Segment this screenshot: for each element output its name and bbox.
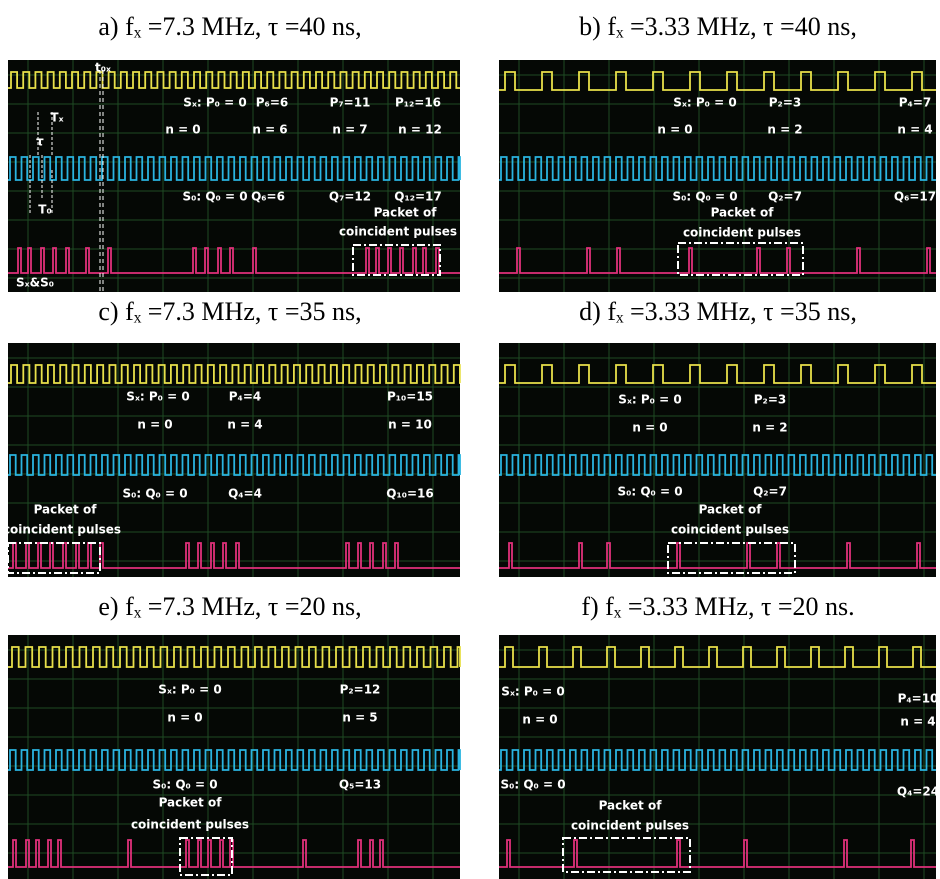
caption: a) fₓ =7.3 MHz, τ =40 ns, xyxy=(98,12,361,41)
label: Q₁₂=17 xyxy=(394,190,441,204)
label: Q₆=17 xyxy=(894,190,936,204)
label: τ xyxy=(36,135,44,149)
label: n = 0 xyxy=(657,123,692,137)
label: Packet of xyxy=(699,503,763,517)
label: T₀ xyxy=(38,203,51,217)
label: n = 10 xyxy=(388,418,432,432)
panel: f) fₓ =3.33 MHz, τ =20 ns. Sₓ: P₀ = 0 P₄=1… xyxy=(499,592,939,879)
label: n = 12 xyxy=(398,123,442,137)
label: S₀: Q₀ = 0 xyxy=(617,485,682,499)
label: n = 6 xyxy=(252,123,287,137)
label: Packet of xyxy=(599,799,663,813)
label: n = 4 xyxy=(900,715,935,729)
panel: a) fₓ =7.3 MHz, τ =40 ns, t₀ₓ Tₓτ T₀ Sₓ: P₀ … xyxy=(8,12,460,292)
panel: c) fₓ =7.3 MHz, τ =35 ns, Sₓ: P₀ = 0 P₄=4 P… xyxy=(3,297,460,577)
label: Tₓ xyxy=(50,111,63,125)
label: coincident pulses xyxy=(3,523,121,537)
label: P₁₀=15 xyxy=(387,390,433,404)
label: n = 0 xyxy=(167,711,202,725)
label: P₇=11 xyxy=(330,96,371,110)
label: n = 5 xyxy=(342,711,377,725)
label: Q₂=7 xyxy=(768,190,802,204)
label: t₀ₓ xyxy=(95,61,111,75)
caption: d) fₓ =3.33 MHz, τ =35 ns, xyxy=(579,297,857,326)
label: n = 4 xyxy=(897,123,932,137)
label: P₄=4 xyxy=(229,390,261,404)
label: Sₓ: P₀ = 0 xyxy=(618,393,681,407)
label: Packet of xyxy=(34,503,98,517)
label: Sₓ: P₀ = 0 xyxy=(126,390,189,404)
label: Sₓ&S₀ xyxy=(16,276,54,290)
panel: b) fₓ =3.33 MHz, τ =40 ns, Sₓ: P₀ = 0 P₂=3… xyxy=(499,12,936,292)
label: P₁₂=16 xyxy=(395,96,441,110)
label: P₄=10 xyxy=(898,692,939,706)
label: n = 4 xyxy=(227,418,262,432)
label: Q₁₀=16 xyxy=(386,487,433,501)
label: n = 7 xyxy=(332,123,367,137)
label: Q₅=13 xyxy=(339,778,381,792)
label: Packet of xyxy=(374,206,438,220)
label: n = 0 xyxy=(137,418,172,432)
caption: b) fₓ =3.33 MHz, τ =40 ns, xyxy=(579,12,857,41)
label: n = 0 xyxy=(522,713,557,727)
label: Sₓ: P₀ = 0 xyxy=(183,96,246,110)
label: P₂=12 xyxy=(340,683,381,697)
label: Sₓ: P₀ = 0 xyxy=(501,685,564,699)
label: coincident pulses xyxy=(131,818,249,832)
label: Q₆=6 xyxy=(251,190,285,204)
caption: c) fₓ =7.3 MHz, τ =35 ns, xyxy=(98,297,361,326)
label: n = 0 xyxy=(632,421,667,435)
label: Q₄=4 xyxy=(228,487,262,501)
panel: e) fₓ =7.3 MHz, τ =20 ns, Sₓ: P₀ = 0 P₂=12… xyxy=(8,592,460,879)
label: coincident pulses xyxy=(339,225,457,239)
label: S₀: Q₀ = 0 xyxy=(672,190,737,204)
figure: a) fₓ =7.3 MHz, τ =40 ns, t₀ₓ Tₓτ T₀ Sₓ: P₀ … xyxy=(0,0,940,879)
label: P₄=7 xyxy=(899,96,931,110)
label: P₂=3 xyxy=(754,393,786,407)
label: S₀: Q₀ = 0 xyxy=(152,778,217,792)
label: coincident pulses xyxy=(571,819,689,833)
label: n = 0 xyxy=(165,123,200,137)
label: Packet of xyxy=(159,796,223,810)
label: Packet of xyxy=(711,206,775,220)
caption: f) fₓ =3.33 MHz, τ =20 ns. xyxy=(581,592,854,621)
label: S₀: Q₀ = 0 xyxy=(182,190,247,204)
label: n = 2 xyxy=(767,123,802,137)
label: Sₓ: P₀ = 0 xyxy=(673,96,736,110)
label: P₂=3 xyxy=(769,96,801,110)
label: Q₂=7 xyxy=(753,485,787,499)
label: S₀: Q₀ = 0 xyxy=(122,487,187,501)
label: Sₓ: P₀ = 0 xyxy=(158,683,221,697)
label: S₀: Q₀ = 0 xyxy=(500,778,565,792)
caption: e) fₓ =7.3 MHz, τ =20 ns, xyxy=(98,592,361,621)
panel: d) fₓ =3.33 MHz, τ =35 ns, Sₓ: P₀ = 0 P₂=3… xyxy=(499,297,936,577)
label: coincident pulses xyxy=(671,523,789,537)
label: P₆=6 xyxy=(256,96,288,110)
label: n = 2 xyxy=(752,421,787,435)
label: Q₇=12 xyxy=(329,190,371,204)
label: Q₄=24 xyxy=(897,785,939,799)
label: coincident pulses xyxy=(683,226,801,240)
